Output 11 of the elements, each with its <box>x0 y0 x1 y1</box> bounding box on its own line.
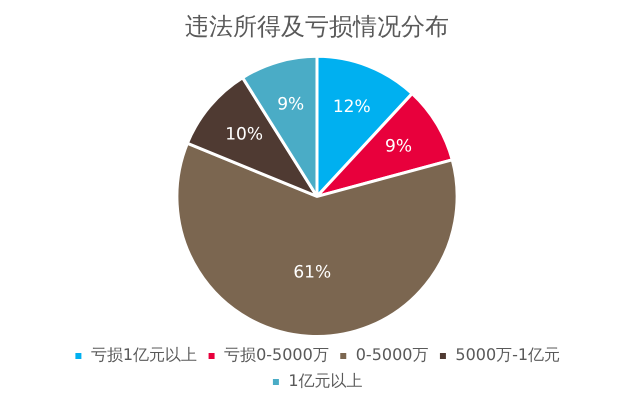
data-label: 10% <box>225 124 264 144</box>
data-label: 9% <box>385 136 412 156</box>
chart-title: 违法所得及亏损情况分布 <box>185 12 449 41</box>
data-label: 61% <box>293 262 332 283</box>
legend-label: 亏损0-5000万 <box>224 345 329 364</box>
legend-label: 1亿元以上 <box>288 371 363 390</box>
legend-label: 5000万-1亿元 <box>455 345 560 364</box>
legend-label: 亏损1亿元以上 <box>90 345 198 364</box>
data-label: 9% <box>277 94 304 114</box>
legend-label: 0-5000万 <box>356 345 428 364</box>
data-label: 12% <box>332 97 371 118</box>
